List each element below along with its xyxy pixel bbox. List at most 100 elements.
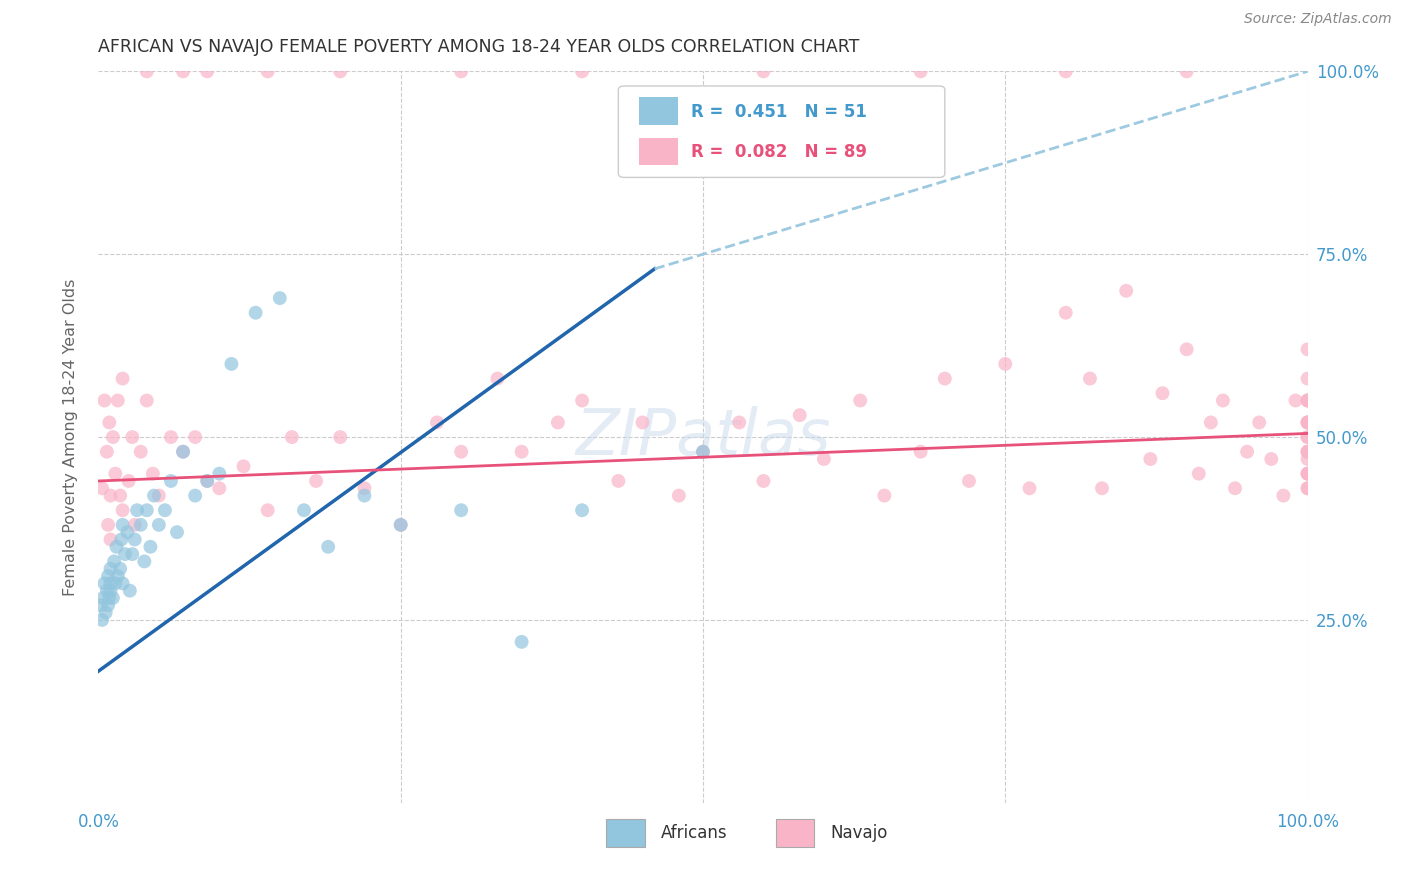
Point: [789, 408, 811, 422]
Point: [1018, 481, 1040, 495]
Point: [1296, 393, 1319, 408]
Point: [97, 569, 120, 583]
Point: [98, 591, 121, 605]
Text: Africans: Africans: [661, 824, 727, 842]
Point: [143, 489, 166, 503]
Point: [107, 569, 129, 583]
Point: [103, 554, 125, 568]
Point: [97, 517, 120, 532]
Point: [1223, 481, 1246, 495]
Point: [269, 291, 291, 305]
Point: [873, 489, 896, 503]
Point: [957, 474, 980, 488]
Point: [292, 503, 315, 517]
Point: [389, 517, 412, 532]
Point: [1236, 444, 1258, 458]
Point: [329, 430, 352, 444]
Point: [221, 357, 243, 371]
Point: [134, 554, 156, 568]
Point: [104, 576, 127, 591]
Point: [692, 444, 714, 458]
Point: [195, 474, 218, 488]
Text: AFRICAN VS NAVAJO FEMALE POVERTY AMONG 18-24 YEAR OLDS CORRELATION CHART: AFRICAN VS NAVAJO FEMALE POVERTY AMONG 1…: [98, 38, 860, 56]
Point: [1175, 343, 1198, 357]
Point: [184, 430, 207, 444]
Point: [1078, 371, 1101, 385]
Point: [232, 459, 254, 474]
Point: [1296, 467, 1319, 481]
Text: Source: ZipAtlas.com: Source: ZipAtlas.com: [1244, 12, 1392, 26]
Point: [108, 489, 131, 503]
Point: [100, 562, 122, 576]
Point: [111, 517, 134, 532]
Point: [118, 474, 141, 488]
Point: [124, 533, 146, 547]
Point: [208, 481, 231, 495]
Point: [124, 517, 146, 532]
Point: [1296, 393, 1319, 408]
Point: [547, 416, 569, 430]
Point: [110, 533, 132, 547]
Point: [114, 547, 136, 561]
Point: [100, 533, 122, 547]
Point: [93, 393, 115, 408]
Point: [1296, 416, 1319, 430]
Point: [121, 547, 143, 561]
Point: [94, 606, 117, 620]
Point: [305, 474, 328, 488]
Point: [1115, 284, 1137, 298]
Point: [510, 635, 533, 649]
Point: [195, 474, 218, 488]
Point: [813, 452, 835, 467]
Point: [450, 503, 472, 517]
Point: [910, 64, 932, 78]
Point: [100, 583, 122, 598]
Point: [450, 64, 472, 78]
Point: [104, 467, 127, 481]
Point: [1296, 416, 1319, 430]
Point: [728, 416, 751, 430]
Point: [1296, 467, 1319, 481]
Point: [129, 517, 152, 532]
Point: [316, 540, 339, 554]
Point: [450, 444, 472, 458]
Point: [1212, 393, 1234, 408]
Text: ZIPatlas: ZIPatlas: [575, 406, 831, 468]
Point: [91, 591, 114, 605]
Point: [329, 64, 352, 78]
Y-axis label: Female Poverty Among 18-24 Year Olds: Female Poverty Among 18-24 Year Olds: [63, 278, 77, 596]
Point: [752, 64, 775, 78]
Point: [353, 481, 375, 495]
FancyBboxPatch shape: [776, 819, 814, 847]
Point: [1296, 371, 1319, 385]
Point: [1175, 64, 1198, 78]
Point: [1296, 393, 1319, 408]
FancyBboxPatch shape: [606, 819, 645, 847]
Point: [172, 444, 194, 458]
Point: [148, 489, 170, 503]
Point: [510, 444, 533, 458]
Point: [93, 576, 115, 591]
Point: [994, 357, 1017, 371]
Point: [172, 64, 194, 78]
Point: [910, 444, 932, 458]
Point: [281, 430, 304, 444]
Point: [1296, 444, 1319, 458]
Point: [166, 525, 188, 540]
FancyBboxPatch shape: [619, 86, 945, 178]
Point: [571, 503, 593, 517]
Text: Navajo: Navajo: [830, 824, 887, 842]
Point: [1296, 452, 1319, 467]
Point: [1284, 393, 1306, 408]
Point: [108, 562, 131, 576]
Point: [849, 393, 872, 408]
Point: [97, 599, 120, 613]
Point: [111, 503, 134, 517]
Point: [1199, 416, 1222, 430]
Point: [139, 540, 162, 554]
Point: [752, 474, 775, 488]
Text: R =  0.451   N = 51: R = 0.451 N = 51: [690, 103, 866, 120]
Point: [353, 489, 375, 503]
Point: [1188, 467, 1211, 481]
Point: [631, 416, 654, 430]
